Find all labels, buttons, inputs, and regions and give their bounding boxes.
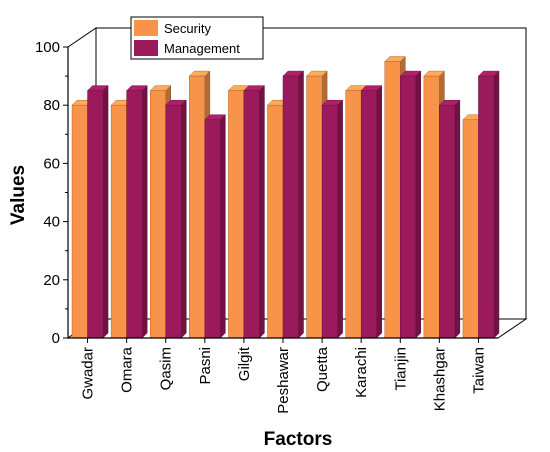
bar-front xyxy=(423,75,440,339)
bar-front xyxy=(478,75,495,339)
bar-management-omara xyxy=(126,85,148,339)
x-tick-label-pasni: Pasni xyxy=(197,347,214,385)
y-tick-label-60: 60 xyxy=(43,155,60,172)
bar-front xyxy=(149,90,166,339)
bar-front xyxy=(360,90,377,339)
bar-management-taiwan xyxy=(477,70,500,339)
bar-management-pasni xyxy=(204,114,226,339)
bar-side xyxy=(102,85,109,339)
x-tick-label-gwadar: Gwadar xyxy=(80,347,97,400)
y-tick-label-80: 80 xyxy=(43,97,60,114)
legend-label-security: Security xyxy=(164,21,211,36)
bar-management-karachi xyxy=(360,85,383,339)
bar-management-gwadar xyxy=(86,85,109,339)
bar-front xyxy=(345,90,362,339)
bar-front xyxy=(267,104,284,339)
bar-front xyxy=(282,75,299,339)
legend-swatch-security xyxy=(134,20,158,36)
bar-management-gilgit xyxy=(243,85,266,339)
bar-side xyxy=(180,99,187,339)
bar-front xyxy=(87,90,104,339)
bar-management-quetta xyxy=(321,99,344,339)
bar-side xyxy=(415,70,422,339)
bar-front xyxy=(321,104,338,339)
bar-front xyxy=(306,75,323,339)
bar-front xyxy=(126,90,143,339)
bar-front xyxy=(204,119,221,339)
bar-front xyxy=(384,61,401,339)
x-tick-label-quetta: Quetta xyxy=(314,346,331,392)
bar-front xyxy=(243,90,260,339)
bar-front xyxy=(110,104,127,339)
bar-front xyxy=(165,104,182,339)
bar-side xyxy=(454,99,461,339)
bar-front xyxy=(439,104,456,339)
y-tick-label-20: 20 xyxy=(43,272,60,289)
bar-front xyxy=(462,119,479,339)
bar-management-tianjin xyxy=(399,70,422,339)
legend-swatch-management xyxy=(134,40,158,56)
bar-side xyxy=(337,99,343,339)
x-tick-label-karachi: Karachi xyxy=(353,347,370,398)
bar-side xyxy=(493,70,500,339)
bar-side xyxy=(220,114,226,339)
bar-management-khashgar xyxy=(438,99,461,339)
x-axis-title: Factors xyxy=(264,429,333,450)
x-tick-label-qasim: Qasim xyxy=(158,347,175,390)
x-tick-label-peshawar: Peshawar xyxy=(275,347,292,414)
bar-front xyxy=(189,75,206,339)
y-tick-label-100: 100 xyxy=(35,39,60,56)
bar-management-qasim xyxy=(165,99,187,339)
x-tick-label-omara: Omara xyxy=(119,346,136,393)
legend: Security Management xyxy=(130,16,264,60)
x-axis: Gwadar Omara Qasim Pasni Gilgit Peshawar Quett… xyxy=(68,337,498,414)
bar-front xyxy=(228,90,245,339)
bar-front xyxy=(71,104,88,339)
x-tick-label-taiwan: Taiwan xyxy=(470,347,487,394)
y-axis: 0 20 40 60 80 100 xyxy=(35,39,69,347)
bar-management-peshawar xyxy=(282,70,305,339)
bar-side xyxy=(141,85,148,339)
x-tick-label-gilgit: Gilgit xyxy=(236,346,253,381)
legend-label-management: Management xyxy=(164,41,240,56)
y-tick-label-0: 0 xyxy=(52,330,60,347)
bar-side xyxy=(298,70,304,339)
bar-side xyxy=(376,85,382,339)
bars-group xyxy=(71,55,500,339)
y-tick-label-40: 40 xyxy=(43,214,60,231)
bar-front xyxy=(400,75,417,339)
x-tick-label-khashgar: Khashgar xyxy=(431,347,448,411)
bar-side xyxy=(259,85,265,339)
y-axis-title: Values xyxy=(8,165,29,225)
x-tick-label-tianjin: Tianjin xyxy=(392,347,409,391)
